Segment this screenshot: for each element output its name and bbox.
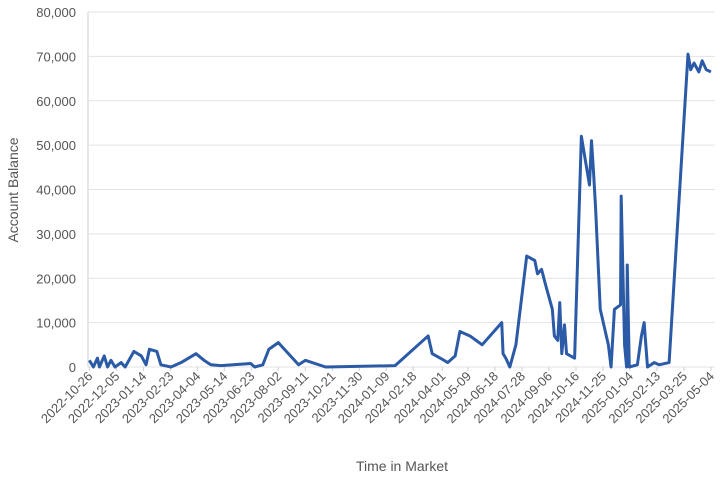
y-tick-label: 70,000	[36, 49, 76, 64]
y-tick-label: 30,000	[36, 227, 76, 242]
y-tick-label: 40,000	[36, 183, 76, 198]
series-line	[88, 52, 712, 369]
y-tick-label: 50,000	[36, 138, 76, 153]
y-tick-label: 10,000	[36, 316, 76, 331]
y-axis-title: Account Balance	[5, 137, 21, 242]
y-tick-label: 0	[69, 360, 76, 375]
y-tick-label: 20,000	[36, 271, 76, 286]
x-axis-title: Time in Market	[356, 458, 448, 474]
y-tick-label: 80,000	[36, 5, 76, 20]
y-tick-label: 60,000	[36, 94, 76, 109]
